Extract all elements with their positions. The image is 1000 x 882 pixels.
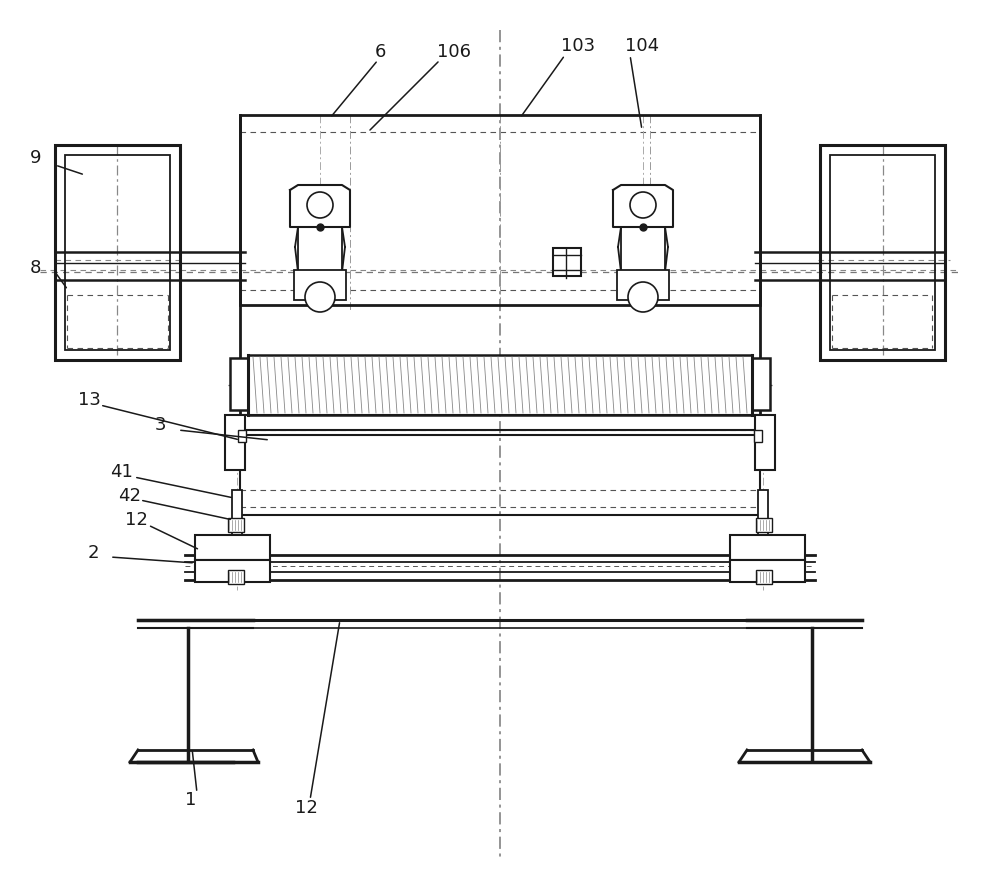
Bar bbox=[225, 415, 245, 470]
Text: 41: 41 bbox=[110, 463, 133, 481]
Bar bbox=[195, 560, 270, 582]
Polygon shape bbox=[290, 185, 350, 227]
Text: 12: 12 bbox=[295, 799, 318, 817]
Text: 6: 6 bbox=[375, 43, 386, 61]
Circle shape bbox=[630, 192, 656, 218]
Bar bbox=[195, 535, 270, 560]
Text: 42: 42 bbox=[118, 487, 141, 505]
Bar bbox=[294, 270, 346, 300]
Bar bbox=[240, 415, 760, 435]
Circle shape bbox=[305, 282, 335, 312]
Bar bbox=[758, 490, 768, 555]
Bar bbox=[228, 570, 244, 584]
Bar bbox=[298, 227, 342, 295]
Text: 103: 103 bbox=[561, 37, 595, 55]
Bar bbox=[754, 430, 762, 442]
Bar bbox=[820, 145, 945, 360]
Bar bbox=[228, 518, 244, 532]
Bar bbox=[617, 270, 669, 300]
Text: 104: 104 bbox=[625, 37, 659, 55]
Text: 1: 1 bbox=[185, 791, 196, 809]
Bar bbox=[65, 155, 170, 350]
Bar bbox=[230, 358, 248, 410]
Text: 2: 2 bbox=[88, 544, 100, 562]
Text: 12: 12 bbox=[125, 511, 148, 529]
Bar bbox=[730, 560, 805, 582]
Bar bbox=[553, 248, 581, 276]
Bar bbox=[830, 155, 935, 350]
Text: 106: 106 bbox=[437, 43, 471, 61]
Circle shape bbox=[307, 192, 333, 218]
Circle shape bbox=[628, 282, 658, 312]
Text: 8: 8 bbox=[30, 259, 41, 277]
Polygon shape bbox=[613, 185, 673, 227]
Bar bbox=[240, 430, 760, 515]
Bar bbox=[232, 490, 242, 555]
Text: 13: 13 bbox=[78, 391, 101, 409]
Bar bbox=[248, 355, 752, 415]
Bar bbox=[756, 518, 772, 532]
Text: 9: 9 bbox=[30, 149, 42, 167]
Text: 3: 3 bbox=[155, 416, 166, 434]
Bar bbox=[621, 227, 665, 295]
Bar bbox=[756, 570, 772, 584]
Bar bbox=[238, 430, 246, 442]
Bar bbox=[752, 358, 770, 410]
Bar bbox=[240, 115, 760, 305]
Bar bbox=[55, 145, 180, 360]
Bar bbox=[755, 415, 775, 470]
Bar bbox=[730, 535, 805, 560]
